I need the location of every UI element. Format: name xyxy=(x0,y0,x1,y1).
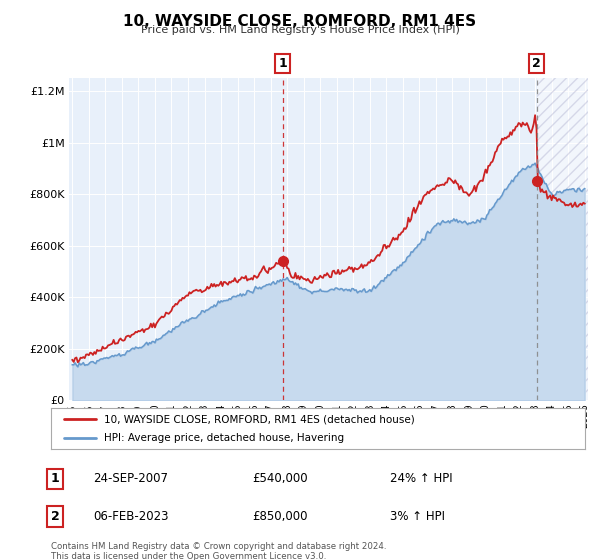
Text: Contains HM Land Registry data © Crown copyright and database right 2024.
This d: Contains HM Land Registry data © Crown c… xyxy=(51,542,386,560)
Bar xyxy=(536,78,588,400)
Text: £850,000: £850,000 xyxy=(252,510,308,523)
Text: 06-FEB-2023: 06-FEB-2023 xyxy=(93,510,169,523)
Text: 10, WAYSIDE CLOSE, ROMFORD, RM1 4ES (detached house): 10, WAYSIDE CLOSE, ROMFORD, RM1 4ES (det… xyxy=(104,414,415,424)
Text: 10, WAYSIDE CLOSE, ROMFORD, RM1 4ES: 10, WAYSIDE CLOSE, ROMFORD, RM1 4ES xyxy=(124,14,476,29)
Text: Price paid vs. HM Land Registry's House Price Index (HPI): Price paid vs. HM Land Registry's House … xyxy=(140,25,460,35)
Bar xyxy=(536,78,588,400)
Text: 3% ↑ HPI: 3% ↑ HPI xyxy=(390,510,445,523)
Text: 24-SEP-2007: 24-SEP-2007 xyxy=(93,472,168,486)
Text: 2: 2 xyxy=(532,57,541,70)
Text: 1: 1 xyxy=(51,472,59,486)
Text: 1: 1 xyxy=(278,57,287,70)
Text: £540,000: £540,000 xyxy=(252,472,308,486)
Text: 2: 2 xyxy=(51,510,59,523)
Text: 24% ↑ HPI: 24% ↑ HPI xyxy=(390,472,452,486)
Text: HPI: Average price, detached house, Havering: HPI: Average price, detached house, Have… xyxy=(104,433,344,443)
